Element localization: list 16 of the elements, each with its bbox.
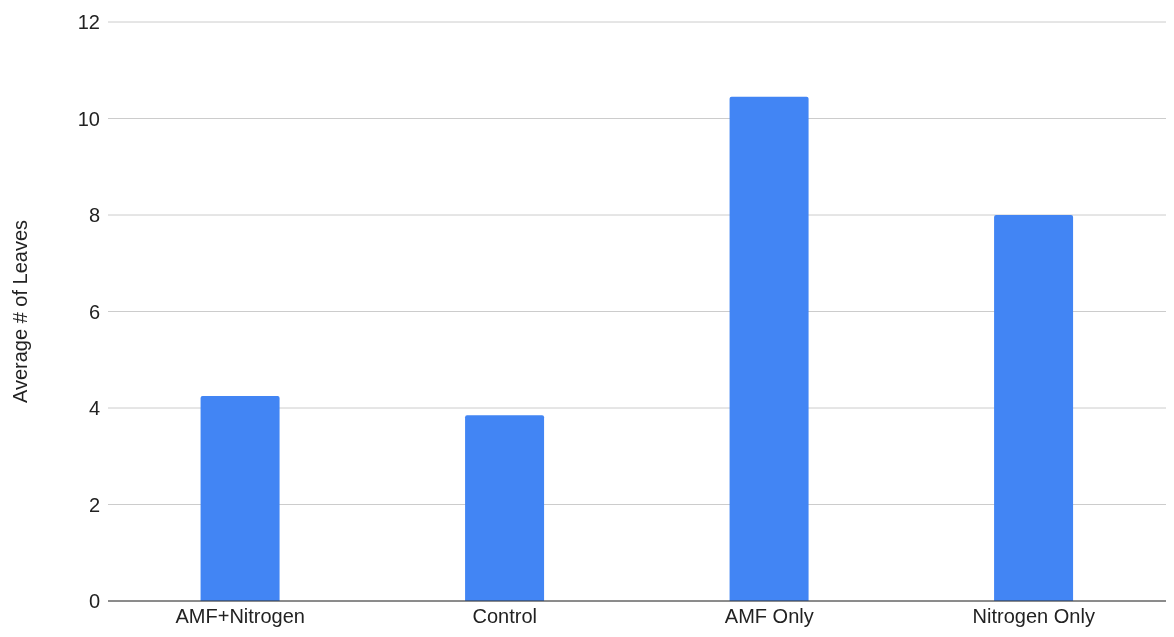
- bar: [465, 415, 545, 601]
- x-tick-label: AMF Only: [724, 605, 814, 628]
- y-tick-label: 0: [88, 590, 100, 613]
- x-tick-label: Nitrogen Only: [972, 605, 1095, 628]
- y-axis-title: Average # of Leaves: [9, 219, 32, 404]
- y-tick-label: 2: [88, 493, 100, 516]
- y-tick-label: 8: [88, 204, 100, 227]
- x-tick-label: Control: [472, 605, 537, 628]
- y-tick-label: 4: [88, 397, 100, 420]
- y-tick-label: 6: [88, 300, 100, 323]
- bar: [729, 96, 809, 601]
- y-tick-label: 10: [77, 107, 100, 130]
- bar: [200, 395, 280, 601]
- bar: [994, 215, 1074, 601]
- x-tick-label: AMF+Nitrogen: [175, 605, 305, 628]
- y-tick-label: 12: [77, 11, 100, 34]
